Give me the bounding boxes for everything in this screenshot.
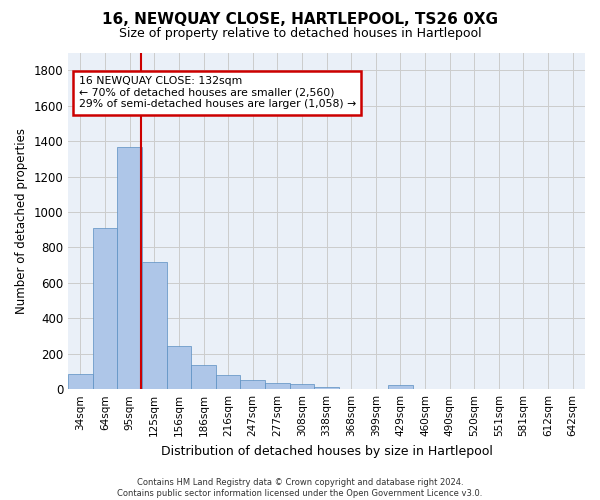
Bar — [191, 366, 216, 389]
Bar — [314, 386, 339, 389]
Bar — [290, 384, 314, 389]
Text: Size of property relative to detached houses in Hartlepool: Size of property relative to detached ho… — [119, 28, 481, 40]
Bar — [241, 380, 265, 389]
Bar — [142, 262, 167, 389]
Bar — [68, 374, 93, 389]
Bar — [93, 228, 118, 389]
Bar — [118, 148, 142, 389]
Bar — [216, 375, 241, 389]
Text: Contains HM Land Registry data © Crown copyright and database right 2024.
Contai: Contains HM Land Registry data © Crown c… — [118, 478, 482, 498]
Text: 16, NEWQUAY CLOSE, HARTLEPOOL, TS26 0XG: 16, NEWQUAY CLOSE, HARTLEPOOL, TS26 0XG — [102, 12, 498, 28]
Text: 16 NEWQUAY CLOSE: 132sqm
← 70% of detached houses are smaller (2,560)
29% of sem: 16 NEWQUAY CLOSE: 132sqm ← 70% of detach… — [79, 76, 356, 110]
Bar — [265, 383, 290, 389]
X-axis label: Distribution of detached houses by size in Hartlepool: Distribution of detached houses by size … — [161, 444, 493, 458]
Bar — [167, 346, 191, 389]
Y-axis label: Number of detached properties: Number of detached properties — [15, 128, 28, 314]
Bar — [388, 386, 413, 389]
